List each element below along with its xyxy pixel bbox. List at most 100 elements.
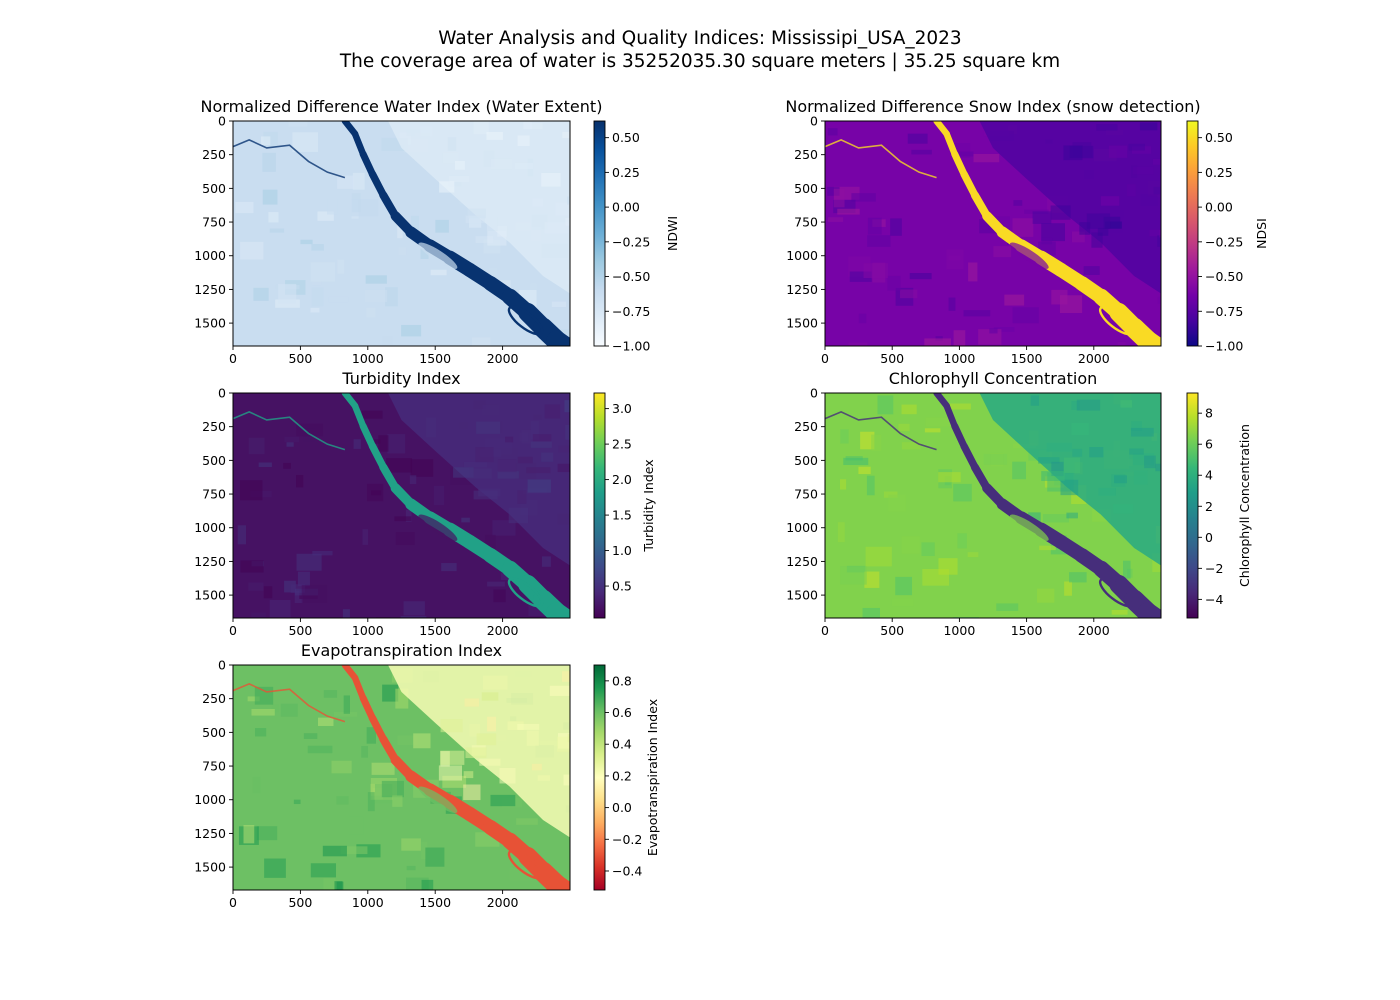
colorbar-tick-label: −0.50 xyxy=(1205,269,1243,284)
field-patch xyxy=(528,605,547,617)
colorbar-label: Turbidity Index xyxy=(641,459,656,552)
y-tick-label: 1000 xyxy=(786,520,818,535)
colorbar-tick-label: −1.00 xyxy=(1205,339,1243,354)
field-patch xyxy=(901,442,921,450)
field-patch xyxy=(901,536,920,554)
oxbow-loop xyxy=(507,305,544,336)
field-patch xyxy=(310,307,320,313)
x-tick-label: 1000 xyxy=(943,351,975,366)
y-tick-label: 750 xyxy=(202,487,226,502)
field-patch xyxy=(401,838,421,851)
y-tick-label: 1500 xyxy=(786,588,818,603)
field-patch xyxy=(327,198,338,215)
field-patch xyxy=(1076,399,1101,411)
field-patch xyxy=(425,847,445,867)
field-patch xyxy=(1071,401,1080,411)
y-tick-label: 1500 xyxy=(194,588,226,603)
field-patch xyxy=(1155,463,1161,472)
field-patch xyxy=(963,310,991,317)
field-patch xyxy=(864,571,880,588)
colorbar-tick-label: 8 xyxy=(1205,406,1213,421)
field-patch xyxy=(438,765,463,781)
panel-title: Chlorophyll Concentration xyxy=(889,369,1098,388)
field-patch xyxy=(269,228,285,233)
field-patch xyxy=(1098,487,1116,496)
field-patch xyxy=(1012,218,1034,237)
river-island xyxy=(418,786,458,814)
field-patch xyxy=(895,576,913,596)
field-patch xyxy=(517,490,527,504)
field-patch xyxy=(464,698,480,707)
river-segment xyxy=(943,130,958,158)
colorbar-tick-label: 0.2 xyxy=(612,768,632,783)
field-patch xyxy=(924,428,941,433)
field-patch xyxy=(479,758,501,766)
field-patch xyxy=(239,480,263,501)
field-patch xyxy=(1071,422,1089,436)
chart-panel-turbidity: 0 500 1000 1500 2000 0 250 500 750 1000 1250 1500 Tu… xyxy=(194,369,656,638)
panel-title: Normalized Difference Snow Index (snow d… xyxy=(785,97,1200,116)
panel-title: Normalized Difference Water Index (Water… xyxy=(201,97,603,116)
field-patch xyxy=(475,447,494,463)
river-island xyxy=(418,514,458,542)
colorbar xyxy=(1186,120,1199,347)
field-patch xyxy=(476,733,497,746)
field-patch xyxy=(505,436,514,443)
field-patch xyxy=(420,248,429,259)
field-patch xyxy=(827,217,844,222)
field-patch xyxy=(968,262,978,282)
field-patch xyxy=(296,423,324,437)
field-patch xyxy=(1013,200,1023,206)
oxbow-loop xyxy=(507,849,544,880)
field-patch xyxy=(565,217,570,226)
field-patch xyxy=(1131,421,1143,431)
x-tick-label: 0 xyxy=(821,623,829,638)
field-patch xyxy=(556,736,570,752)
field-patch xyxy=(471,337,491,346)
y-tick-label: 1000 xyxy=(194,248,226,263)
figure-title-line-2: The coverage area of water is 35252035.3… xyxy=(339,51,1061,72)
field-patch xyxy=(1117,341,1126,346)
field-patch xyxy=(1012,307,1039,324)
field-patch xyxy=(953,151,974,157)
colorbar-tick-label: 0.50 xyxy=(1205,130,1233,145)
field-patch xyxy=(898,423,910,432)
axes-frame xyxy=(232,392,571,619)
y-tick-label: 750 xyxy=(794,215,818,230)
field-patch xyxy=(1050,205,1071,220)
field-patch xyxy=(300,239,313,245)
field-patch xyxy=(508,507,529,524)
field-patch xyxy=(827,186,840,196)
river-segment xyxy=(546,330,570,346)
field-patch xyxy=(1108,145,1128,158)
field-patch xyxy=(371,490,382,496)
field-patch xyxy=(487,230,507,246)
x-tick-label: 2000 xyxy=(487,623,519,638)
field-patch xyxy=(442,775,467,788)
x-tick-label: 1000 xyxy=(943,623,975,638)
river-segment xyxy=(546,602,570,618)
field-patch xyxy=(862,607,880,618)
field-patch xyxy=(381,780,404,798)
axes-frame xyxy=(824,392,1162,619)
field-patch xyxy=(371,762,395,775)
field-patch xyxy=(867,217,882,235)
field-patch xyxy=(365,275,387,284)
field-patch xyxy=(1091,232,1103,248)
field-patch xyxy=(946,249,964,270)
colorbar xyxy=(593,664,606,891)
field-patch xyxy=(369,439,381,444)
field-patch xyxy=(558,445,570,453)
field-patch xyxy=(1100,196,1120,206)
field-patch xyxy=(303,733,318,739)
field-patch xyxy=(301,584,328,603)
field-patch xyxy=(473,121,489,135)
field-patch xyxy=(564,400,570,413)
x-tick-label: 500 xyxy=(288,895,312,910)
chart-panel-evapotranspiration: 0 500 1000 1500 2000 0 250 500 750 1000 1250 1500 Ev… xyxy=(194,641,660,910)
y-tick-label: 500 xyxy=(202,725,226,740)
y-tick-label: 500 xyxy=(794,181,818,196)
colorbar-tick-label: 4 xyxy=(1205,468,1213,483)
colorbar-tick-label: 2.5 xyxy=(612,437,632,452)
river-island xyxy=(1009,514,1049,541)
